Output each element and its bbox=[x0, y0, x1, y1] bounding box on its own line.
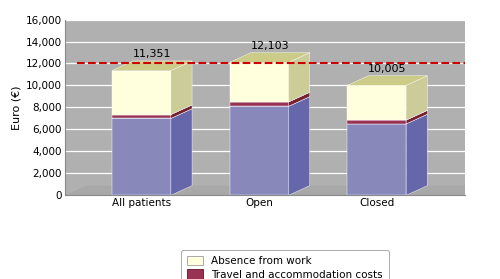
Polygon shape bbox=[406, 114, 427, 195]
Bar bbox=[230, 62, 288, 102]
Bar bbox=[230, 102, 288, 106]
Polygon shape bbox=[348, 110, 428, 120]
Polygon shape bbox=[65, 186, 486, 195]
Polygon shape bbox=[230, 92, 310, 102]
Polygon shape bbox=[112, 109, 192, 118]
Polygon shape bbox=[406, 110, 427, 124]
Text: 11,351: 11,351 bbox=[133, 49, 172, 59]
Bar bbox=[348, 120, 406, 124]
Legend: Absence from work, Travel and accommodation costs, Health care costs: Absence from work, Travel and accommodat… bbox=[181, 250, 389, 279]
Text: 12,103: 12,103 bbox=[250, 41, 289, 51]
Bar bbox=[112, 118, 171, 195]
Polygon shape bbox=[230, 53, 310, 62]
Polygon shape bbox=[406, 76, 427, 120]
Polygon shape bbox=[288, 97, 310, 195]
Y-axis label: Euro (€): Euro (€) bbox=[12, 85, 22, 130]
Polygon shape bbox=[348, 76, 428, 85]
Polygon shape bbox=[288, 53, 310, 102]
Polygon shape bbox=[230, 97, 310, 106]
Bar bbox=[230, 106, 288, 195]
Polygon shape bbox=[171, 105, 192, 118]
Bar bbox=[348, 124, 406, 195]
Polygon shape bbox=[288, 92, 310, 106]
Text: 10,005: 10,005 bbox=[368, 64, 406, 74]
Polygon shape bbox=[171, 109, 192, 195]
Polygon shape bbox=[112, 61, 192, 71]
Polygon shape bbox=[348, 114, 428, 124]
Bar bbox=[112, 71, 171, 115]
Polygon shape bbox=[171, 61, 192, 115]
Bar bbox=[348, 85, 406, 120]
Bar bbox=[112, 115, 171, 118]
Polygon shape bbox=[112, 105, 192, 115]
